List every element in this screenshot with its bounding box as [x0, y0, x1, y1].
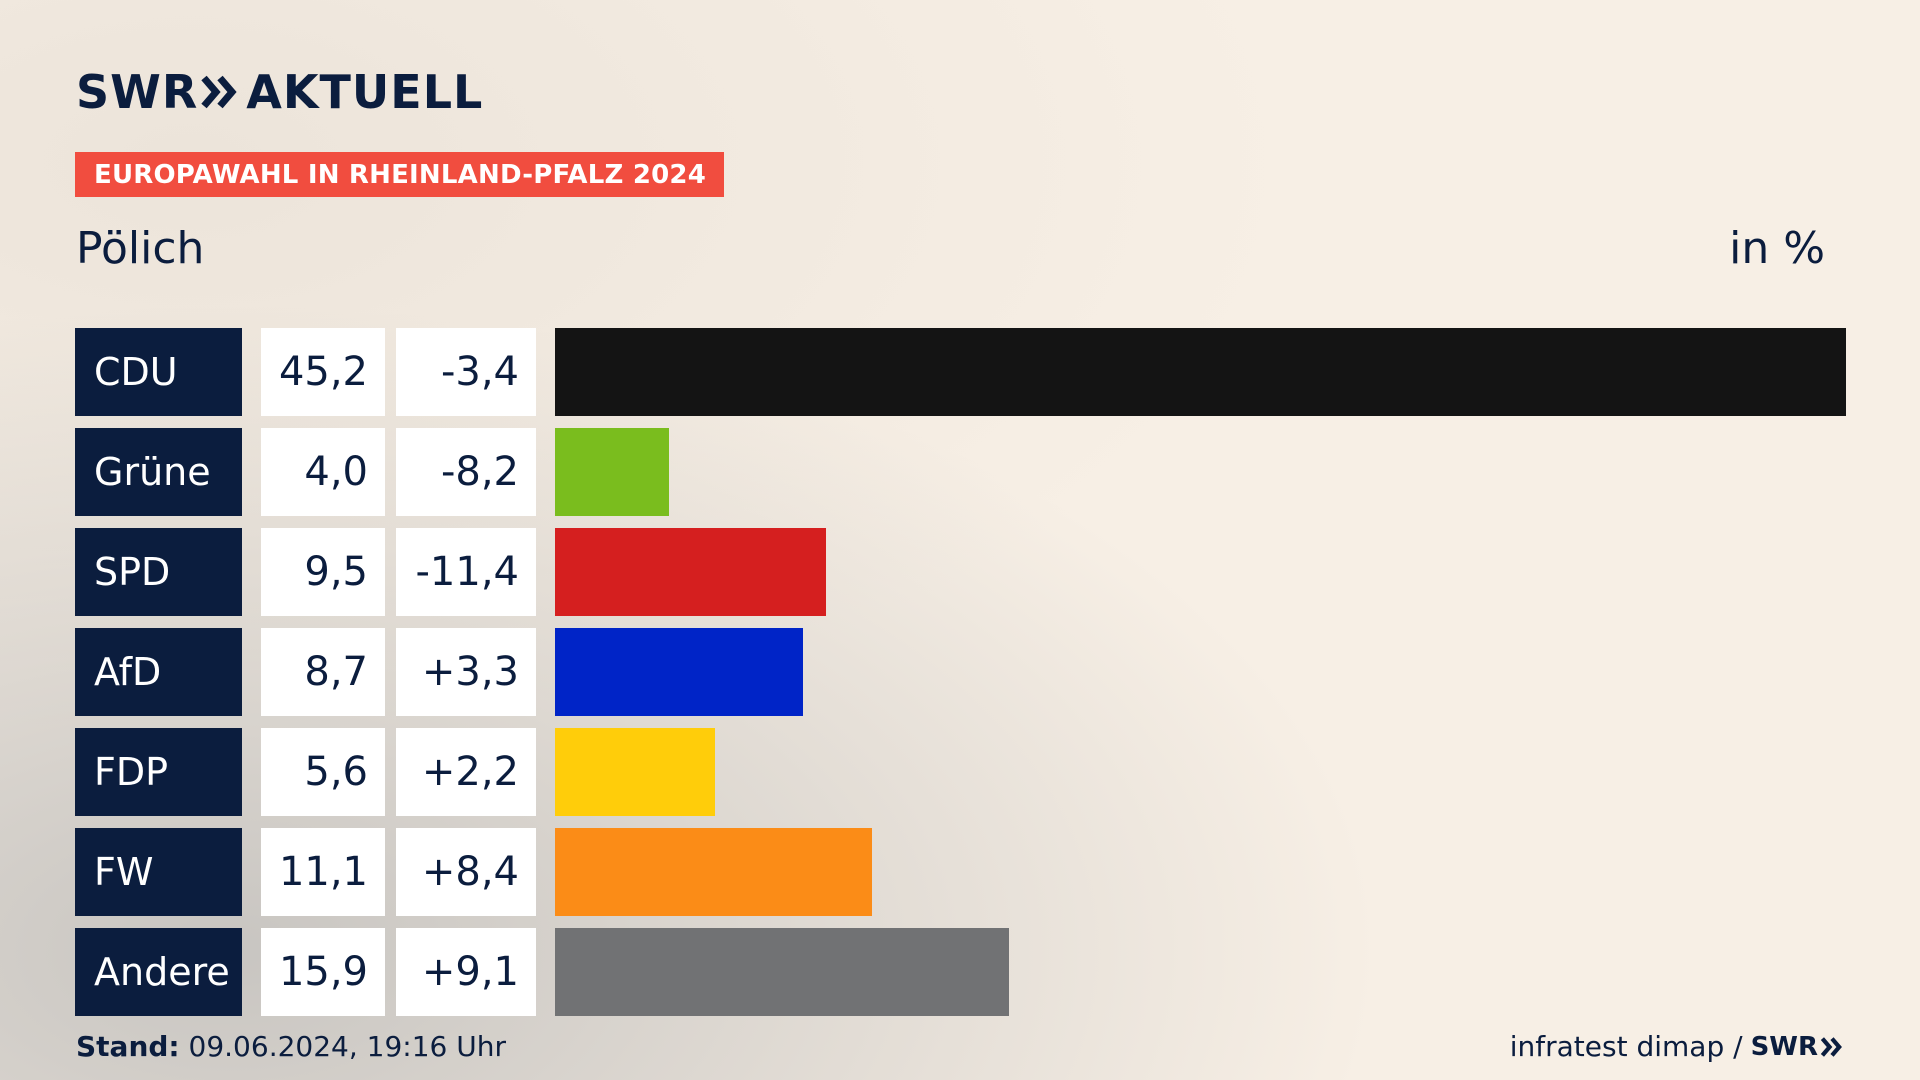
- double-chevron-icon: [201, 75, 237, 109]
- vote-change-value: +2,2: [396, 728, 536, 816]
- banner-label: EUROPAWAHL IN RHEINLAND-PFALZ 2024: [94, 159, 706, 190]
- logo-swr-text: SWR: [76, 65, 199, 119]
- table-row: AfD 8,7 +3,3: [75, 628, 1846, 716]
- table-row: Andere 15,9 +9,1: [75, 928, 1846, 1016]
- table-row: Grüne 4,0 -8,2: [75, 428, 1846, 516]
- table-row: SPD 9,5 -11,4: [75, 528, 1846, 616]
- vote-change-value: -8,2: [396, 428, 536, 516]
- vote-change-value: +9,1: [396, 928, 536, 1016]
- swr-small-logo: SWR: [1751, 1028, 1844, 1066]
- source-label: infratest dimap /: [1509, 1030, 1743, 1063]
- vote-share-value: 15,9: [261, 928, 385, 1016]
- table-row: FDP 5,6 +2,2: [75, 728, 1846, 816]
- vote-share-value: 5,6: [261, 728, 385, 816]
- bar-spd: [555, 528, 826, 616]
- bar-fw: [555, 828, 872, 916]
- vote-share-value: 9,5: [261, 528, 385, 616]
- vote-change-value: +3,3: [396, 628, 536, 716]
- table-row: CDU 45,2 -3,4: [75, 328, 1846, 416]
- bar-track: [555, 728, 1846, 816]
- double-chevron-icon: [1820, 1037, 1842, 1057]
- vote-share-value: 11,1: [261, 828, 385, 916]
- bar-track: [555, 628, 1846, 716]
- election-banner: EUROPAWAHL IN RHEINLAND-PFALZ 2024: [75, 152, 724, 197]
- party-label: CDU: [75, 328, 242, 416]
- bar-cdu: [555, 328, 1846, 416]
- bar-afd: [555, 628, 803, 716]
- location-title: Pölich: [76, 223, 205, 274]
- swr-small-text: SWR: [1750, 1032, 1818, 1062]
- bar-track: [555, 928, 1846, 1016]
- vote-share-value: 4,0: [261, 428, 385, 516]
- timestamp: Stand: 09.06.2024, 19:16 Uhr: [76, 1028, 506, 1066]
- bar-track: [555, 328, 1846, 416]
- party-label: SPD: [75, 528, 242, 616]
- source-credit: infratest dimap / SWR: [1510, 1028, 1844, 1066]
- party-label: AfD: [75, 628, 242, 716]
- vote-share-value: 8,7: [261, 628, 385, 716]
- party-label: Grüne: [75, 428, 242, 516]
- stand-value: 09.06.2024, 19:16 Uhr: [188, 1030, 506, 1063]
- bar-andere: [555, 928, 1009, 1016]
- bar-track: [555, 428, 1846, 516]
- party-label: FW: [75, 828, 242, 916]
- bar-fdp: [555, 728, 715, 816]
- vote-change-value: -3,4: [396, 328, 536, 416]
- logo-aktuell-text: AKTUELL: [246, 65, 484, 119]
- unit-label: in %: [1729, 223, 1825, 274]
- party-label: Andere: [75, 928, 242, 1016]
- bar-grüne: [555, 428, 669, 516]
- table-row: FW 11,1 +8,4: [75, 828, 1846, 916]
- vote-share-value: 45,2: [261, 328, 385, 416]
- bar-track: [555, 528, 1846, 616]
- party-label: FDP: [75, 728, 242, 816]
- vote-change-value: +8,4: [396, 828, 536, 916]
- bar-track: [555, 828, 1846, 916]
- results-chart: CDU 45,2 -3,4 Grüne 4,0 -8,2 SPD 9,5 -11,4 AfD 8,7…: [75, 328, 1846, 1028]
- vote-change-value: -11,4: [396, 528, 536, 616]
- stand-label: Stand:: [76, 1030, 180, 1063]
- swr-aktuell-logo: SWR AKTUELL: [76, 68, 483, 116]
